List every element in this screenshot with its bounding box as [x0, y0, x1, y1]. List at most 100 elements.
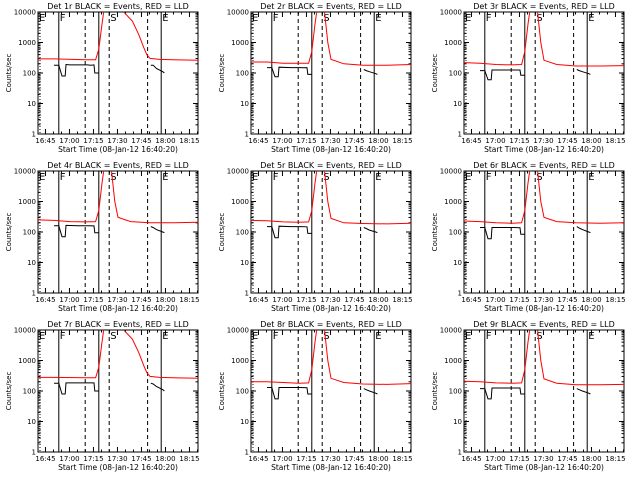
x-tick-label: 17:00 — [485, 296, 505, 304]
y-axis-label: Counts/sec — [218, 372, 226, 411]
y-axis-label: Counts/sec — [431, 54, 439, 93]
x-tick-label: 17:00 — [272, 296, 292, 304]
x-tick-label: 18:15 — [179, 455, 199, 463]
y-tick-label: 10000 — [440, 9, 462, 17]
plot-title: Det 3r BLACK = Events, RED = LLD — [473, 2, 615, 11]
lld-series-line — [537, 171, 625, 224]
lld-series-line — [324, 171, 412, 225]
events-series-line — [267, 66, 312, 78]
marker-start: E — [465, 172, 471, 183]
lld-series-line — [250, 171, 318, 223]
y-tick-label: 10000 — [14, 327, 36, 335]
lld-series-line — [251, 12, 318, 64]
marker-start: E — [39, 331, 45, 342]
y-tick-label: 100 — [23, 229, 36, 237]
x-tick-label: 17:30 — [320, 137, 340, 145]
y-tick-label: 1000 — [231, 357, 249, 365]
y-tick-label: 1 — [32, 131, 36, 139]
x-tick-label: 17:45 — [131, 296, 151, 304]
x-tick-label: 17:45 — [344, 296, 364, 304]
events-series-line — [267, 387, 312, 400]
y-tick-label: 1 — [245, 131, 249, 139]
marker-end: E — [162, 331, 168, 342]
x-tick-label: 18:15 — [605, 137, 625, 145]
axes-frame — [250, 170, 412, 294]
detector-plot-5: Det 5r BLACK = Events, RED = LLD 1 10 100 10… — [218, 161, 413, 313]
marker-flare: F — [273, 331, 279, 342]
x-tick-label: 16:45 — [248, 296, 268, 304]
y-tick-label: 100 — [449, 70, 462, 78]
y-tick-label: 1 — [458, 449, 462, 457]
y-axis-label: Counts/sec — [5, 372, 13, 411]
plot-title: Det 4r BLACK = Events, RED = LLD — [47, 161, 189, 170]
marker-start: E — [39, 172, 45, 183]
x-tick-label: 17:15 — [83, 455, 103, 463]
marker-end: E — [162, 13, 168, 24]
marker-flare: F — [486, 331, 492, 342]
lld-series-line — [37, 171, 105, 223]
marker-saa: S — [110, 331, 116, 342]
axes-frame — [37, 11, 199, 135]
y-tick-label: 1000 — [18, 198, 36, 206]
marker-flare: F — [60, 172, 66, 183]
x-tick-label: 18:00 — [368, 137, 388, 145]
x-axis-label: Start Time (08-Jan-12 16:40:20) — [484, 145, 604, 154]
detector-plot-7: Det 7r BLACK = Events, RED = LLD 1 10 100 10… — [5, 320, 200, 472]
x-tick-label: 16:45 — [35, 296, 55, 304]
detector-plot-6: Det 6r BLACK = Events, RED = LLD 1 10 100 10… — [431, 161, 626, 313]
x-axis-label: Start Time (08-Jan-12 16:40:20) — [58, 145, 178, 154]
y-tick-label: 1 — [32, 290, 36, 298]
axes-frame — [463, 329, 625, 453]
y-axis-label: Counts/sec — [218, 213, 226, 252]
y-tick-label: 1 — [458, 290, 462, 298]
marker-flare: F — [486, 13, 492, 24]
y-tick-label: 10 — [240, 418, 249, 426]
y-tick-label: 10 — [453, 100, 462, 108]
marker-end: E — [375, 13, 381, 24]
marker-end: E — [588, 172, 594, 183]
y-tick-label: 10000 — [440, 168, 462, 176]
x-axis-label: Start Time (08-Jan-12 16:40:20) — [271, 463, 391, 472]
marker-end: E — [375, 331, 381, 342]
x-tick-label: 18:00 — [155, 137, 175, 145]
detector-plot-1: Det 1r BLACK = Events, RED = LLD 1 10 100 10… — [5, 2, 200, 154]
y-tick-label: 1000 — [18, 39, 36, 47]
y-tick-label: 10000 — [440, 327, 462, 335]
x-tick-label: 16:45 — [248, 455, 268, 463]
events-series-line — [363, 69, 378, 75]
x-tick-label: 18:15 — [605, 455, 625, 463]
x-tick-label: 17:00 — [485, 137, 505, 145]
x-tick-label: 17:45 — [557, 455, 577, 463]
x-tick-label: 18:15 — [392, 296, 412, 304]
y-tick-label: 100 — [236, 388, 249, 396]
events-series-line — [363, 227, 378, 234]
x-axis-label: Start Time (08-Jan-12 16:40:20) — [271, 304, 391, 313]
x-axis-label: Start Time (08-Jan-12 16:40:20) — [271, 145, 391, 154]
events-series-line — [576, 388, 591, 395]
axes-frame — [37, 170, 199, 294]
x-tick-label: 17:15 — [509, 296, 529, 304]
events-series-line — [480, 227, 525, 240]
y-tick-label: 1000 — [444, 357, 462, 365]
events-series-line — [576, 226, 591, 234]
plot-title: Det 2r BLACK = Events, RED = LLD — [260, 2, 402, 11]
x-tick-label: 17:00 — [59, 296, 79, 304]
x-tick-label: 18:15 — [392, 137, 412, 145]
x-tick-label: 18:15 — [392, 455, 412, 463]
marker-flare: F — [273, 172, 279, 183]
x-tick-label: 17:45 — [344, 455, 364, 463]
events-series-line — [576, 69, 591, 75]
marker-saa: S — [323, 13, 329, 24]
marker-start: E — [465, 13, 471, 24]
y-tick-label: 100 — [236, 229, 249, 237]
y-tick-label: 10000 — [227, 9, 249, 17]
detector-plot-9: Det 9r BLACK = Events, RED = LLD 1 10 100 10… — [431, 320, 626, 472]
x-tick-label: 18:00 — [155, 455, 175, 463]
lld-series-line — [537, 12, 625, 67]
y-tick-label: 1 — [245, 449, 249, 457]
x-tick-label: 17:45 — [557, 296, 577, 304]
y-axis-label: Counts/sec — [431, 372, 439, 411]
y-tick-label: 10000 — [227, 168, 249, 176]
x-tick-label: 17:45 — [344, 137, 364, 145]
lld-series-line — [537, 330, 625, 386]
